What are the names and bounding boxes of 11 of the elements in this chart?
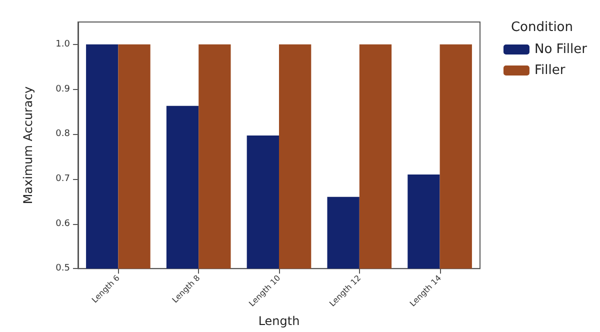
y-tick-label: 0.6 [56,218,70,229]
y-tick-label: 0.9 [56,84,70,94]
y-tick-label: 0.7 [56,174,70,184]
legend-label: Filler [534,63,566,78]
legend-label: No Filler [534,42,588,57]
y-tick-label: 0.5 [56,264,70,274]
y-tick-label: 1.0 [56,39,70,50]
y-axis-title: Maximum Accuracy [21,86,35,204]
x-axis-title: Length [258,314,300,328]
legend-title: Condition [510,20,574,35]
y-tick-label: 0.8 [56,129,70,140]
